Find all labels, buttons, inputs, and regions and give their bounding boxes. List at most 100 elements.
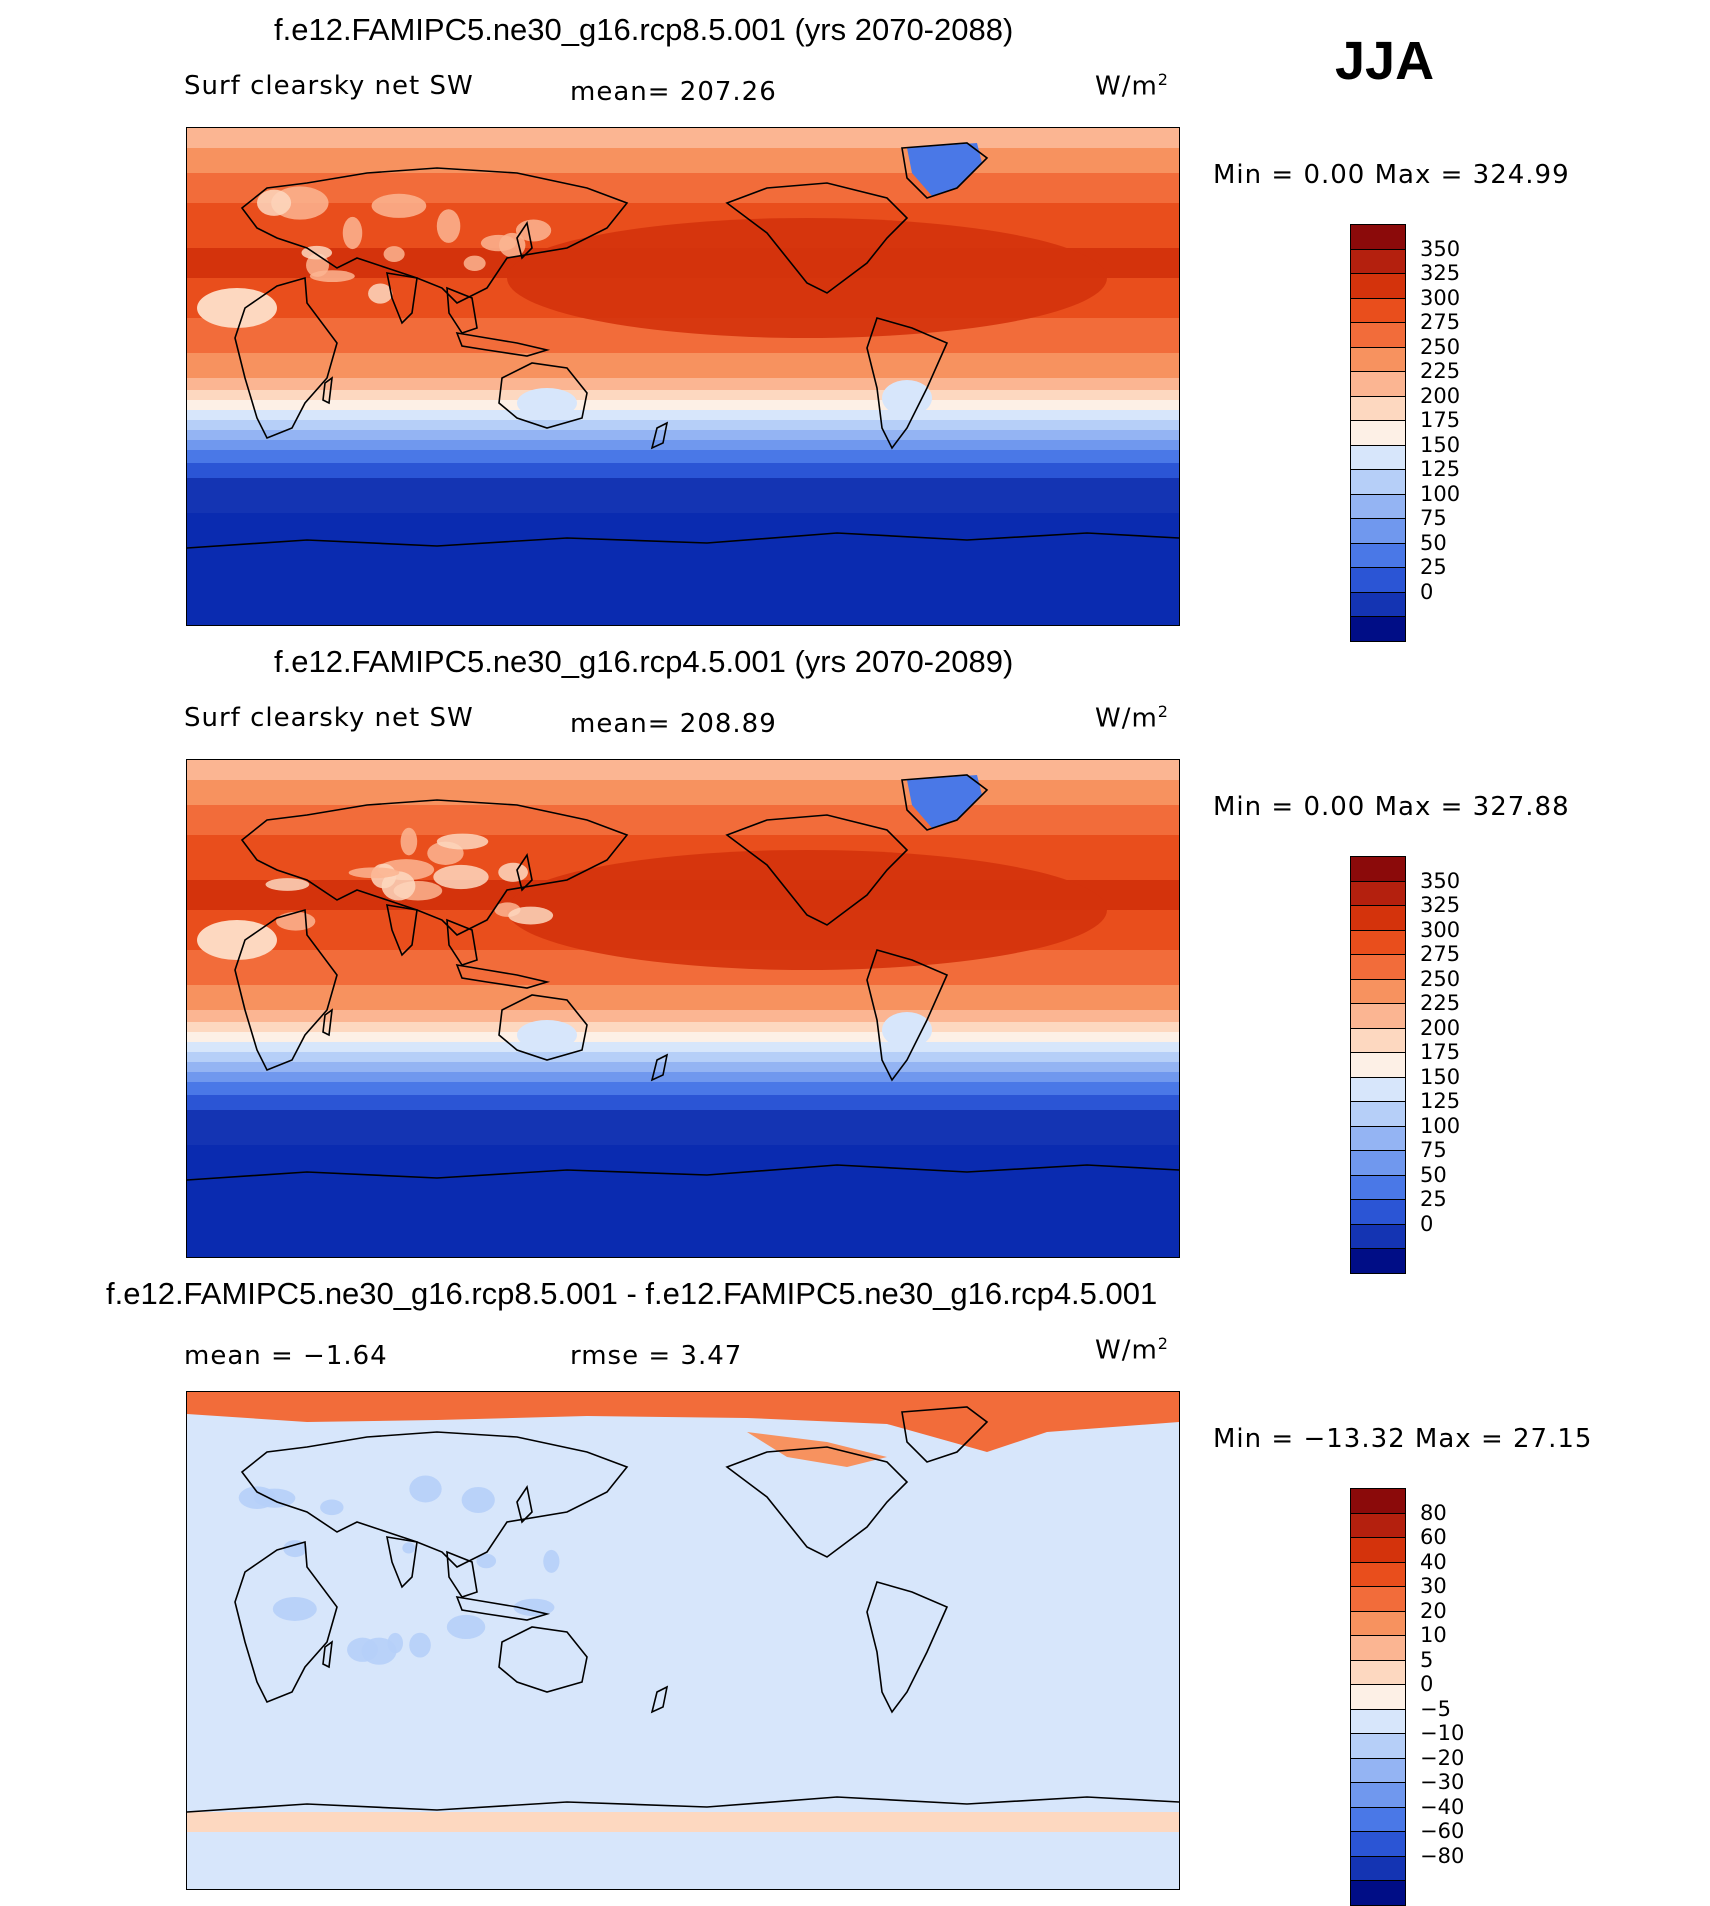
- units-exp: 2: [1157, 70, 1169, 89]
- units-label: W/m2: [1095, 1334, 1169, 1366]
- map-canvas: [187, 128, 1179, 625]
- units-exp: 2: [1157, 1334, 1169, 1353]
- colorbar-label: 60: [1420, 1525, 1447, 1549]
- colorbar-label: 25: [1420, 1187, 1447, 1211]
- colorbar-label: 275: [1420, 942, 1461, 966]
- colorbar-label: 175: [1420, 408, 1461, 432]
- colorbar-swatch: [1350, 1586, 1406, 1612]
- colorbar-swatch: [1350, 616, 1406, 642]
- colorbar-label: −10: [1420, 1721, 1465, 1745]
- colorbar-swatch: [1350, 1150, 1406, 1176]
- colorbar-label: 20: [1420, 1598, 1447, 1623]
- colorbar-label: 50: [1420, 530, 1447, 555]
- colorbar-swatch: [1350, 1610, 1406, 1636]
- world-map: [186, 1391, 1180, 1890]
- colorbar-label: 225: [1420, 991, 1461, 1015]
- colorbar-label: −60: [1420, 1819, 1465, 1843]
- panel-title: f.e12.FAMIPC5.ne30_g16.rcp4.5.001 (yrs 2…: [274, 644, 1014, 679]
- colorbar-swatch: [1350, 1027, 1406, 1053]
- colorbar-swatch: [1350, 1757, 1406, 1783]
- mean-label: mean = −1.64: [184, 1341, 388, 1371]
- colorbar-swatch: [1350, 444, 1406, 470]
- colorbar-swatch: [1350, 1052, 1406, 1078]
- colorbar-swatch: [1350, 518, 1406, 544]
- colorbar-swatch: [1350, 297, 1406, 323]
- colorbar-swatch: [1350, 1101, 1406, 1127]
- colorbar-label: 75: [1420, 506, 1447, 530]
- colorbar-label: 350: [1420, 236, 1461, 261]
- colorbar-swatch: [1350, 248, 1406, 274]
- units-label: W/m2: [1095, 702, 1169, 734]
- colorbar-label: 0: [1420, 1211, 1434, 1236]
- world-map: [186, 759, 1180, 1258]
- units-exp: 2: [1157, 702, 1169, 721]
- colorbar-swatch: [1350, 1708, 1406, 1734]
- colorbar-swatch: [1350, 1076, 1406, 1102]
- colorbar-swatch: [1350, 929, 1406, 955]
- units-label: W/m2: [1095, 70, 1169, 102]
- min-max-label: Min = −13.32 Max = 27.15: [1213, 1424, 1593, 1454]
- colorbar-swatch: [1350, 1488, 1406, 1514]
- colorbar-swatch: [1350, 1782, 1406, 1808]
- colorbar-swatch: [1350, 1223, 1406, 1249]
- colorbar-label: −40: [1420, 1794, 1465, 1819]
- colorbar-swatch: [1350, 346, 1406, 372]
- colorbar-swatch: [1350, 1248, 1406, 1274]
- colorbar-label: 5: [1420, 1647, 1434, 1672]
- colorbar-label: −5: [1420, 1696, 1451, 1721]
- colorbar-swatch: [1350, 224, 1406, 250]
- season-label: JJA: [1335, 31, 1435, 91]
- colorbar-swatch: [1350, 856, 1406, 882]
- colorbar-swatch: [1350, 1512, 1406, 1538]
- colorbar-swatch: [1350, 954, 1406, 980]
- panel-title: f.e12.FAMIPC5.ne30_g16.rcp8.5.001 (yrs 2…: [274, 12, 1014, 47]
- colorbar-label: 10: [1420, 1623, 1447, 1647]
- colorbar-swatch: [1350, 1831, 1406, 1857]
- colorbar-swatch: [1350, 1806, 1406, 1832]
- colorbar-label: 150: [1420, 432, 1461, 457]
- colorbar-swatch: [1350, 567, 1406, 593]
- colorbar-swatch: [1350, 1125, 1406, 1151]
- colorbar-label: 250: [1420, 334, 1461, 359]
- colorbar-swatch: [1350, 1855, 1406, 1881]
- map-canvas: [187, 760, 1179, 1257]
- colorbar-swatch: [1350, 493, 1406, 519]
- colorbar-swatch: [1350, 1635, 1406, 1661]
- colorbar-swatch: [1350, 1561, 1406, 1587]
- colorbar-label: 40: [1420, 1549, 1447, 1574]
- panel-title: f.e12.FAMIPC5.ne30_g16.rcp8.5.001 - f.e1…: [106, 1276, 1158, 1311]
- colorbar-label: 250: [1420, 966, 1461, 991]
- colorbar-label: 300: [1420, 285, 1461, 310]
- colorbar-label: 325: [1420, 893, 1461, 917]
- colorbar-label: 150: [1420, 1064, 1461, 1089]
- colorbar-swatch: [1350, 1684, 1406, 1710]
- colorbar-label: 175: [1420, 1040, 1461, 1064]
- colorbar-swatch: [1350, 1880, 1406, 1906]
- variable-label: Surf clearsky net SW: [184, 71, 474, 101]
- colorbar-swatch: [1350, 1537, 1406, 1563]
- colorbar-swatch: [1350, 273, 1406, 299]
- colorbar-label: 325: [1420, 261, 1461, 285]
- colorbar-label: 0: [1420, 1672, 1434, 1696]
- colorbar-swatch: [1350, 978, 1406, 1004]
- colorbar-label: 100: [1420, 1113, 1461, 1138]
- colorbar-swatch: [1350, 542, 1406, 568]
- colorbar-label: −20: [1420, 1745, 1465, 1770]
- colorbar-label: 25: [1420, 555, 1447, 579]
- colorbar-swatch: [1350, 395, 1406, 421]
- colorbar-label: −80: [1420, 1843, 1465, 1868]
- mean-label: mean= 207.26: [570, 77, 777, 107]
- colorbar-label: 125: [1420, 457, 1461, 481]
- colorbar-label: 0: [1420, 579, 1434, 604]
- colorbar-swatch: [1350, 1174, 1406, 1200]
- colorbar-label: 100: [1420, 481, 1461, 506]
- units-base: W/m: [1095, 1335, 1158, 1366]
- colorbar-swatch: [1350, 1659, 1406, 1685]
- units-base: W/m: [1095, 71, 1158, 102]
- colorbar-label: 50: [1420, 1162, 1447, 1187]
- mean-label: mean= 208.89: [570, 709, 777, 739]
- colorbar-label: 350: [1420, 868, 1461, 893]
- variable-label: Surf clearsky net SW: [184, 703, 474, 733]
- colorbar-swatch: [1350, 1199, 1406, 1225]
- min-max-label: Min = 0.00 Max = 327.88: [1213, 792, 1570, 822]
